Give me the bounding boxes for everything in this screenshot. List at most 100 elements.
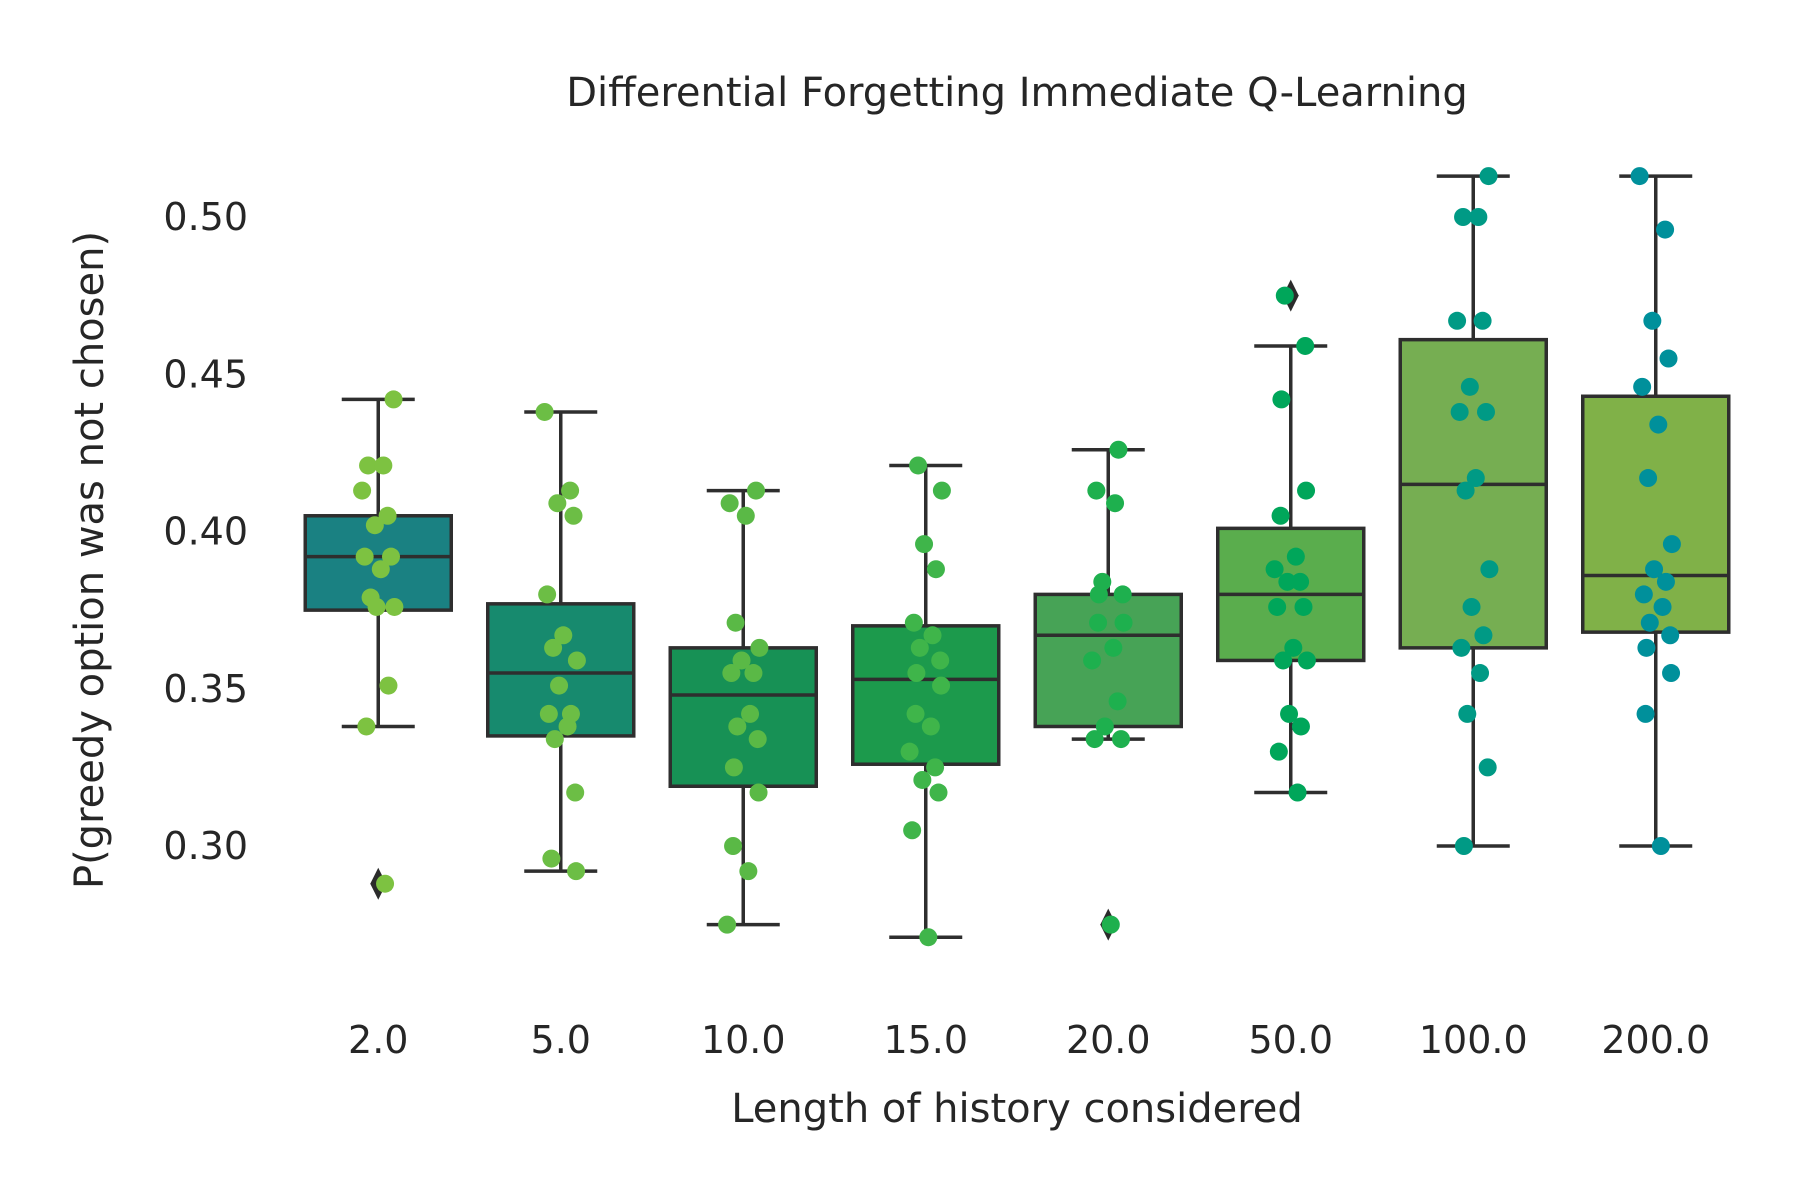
data-point [1649,416,1667,434]
data-point [546,730,564,748]
data-point [1637,705,1655,723]
data-point [1272,390,1290,408]
data-point [924,626,942,644]
data-point [913,771,931,789]
boxes-layer [305,176,1729,941]
data-point [1643,312,1661,330]
x-axis-label: Length of history considered [731,1086,1303,1132]
data-point [1661,626,1679,644]
data-point [1112,730,1130,748]
data-point [1278,573,1296,591]
box-group [1583,176,1729,846]
data-point [1474,312,1492,330]
data-point [1657,573,1675,591]
x-tick-label: 15.0 [883,1018,968,1062]
data-point [1474,626,1492,644]
box-group [1035,450,1181,941]
data-point [1083,651,1101,669]
data-point [1086,730,1104,748]
data-point [727,614,745,632]
data-point [932,677,950,695]
x-tick-label: 20.0 [1066,1018,1151,1062]
data-point [1287,548,1305,566]
data-point [374,456,392,474]
data-point [1663,535,1681,553]
data-point [1637,639,1655,657]
x-tick-labels: 2.0 5.0 10.0 15.0 20.0 50.0 100.0 200.0 [348,1018,1710,1062]
data-point [907,664,925,682]
data-point [1635,585,1653,603]
data-point [725,758,743,776]
x-tick-label: 5.0 [531,1018,591,1062]
data-point [909,456,927,474]
data-point [1455,837,1473,855]
data-point [1090,585,1108,603]
data-point [548,494,566,512]
data-point [356,548,374,566]
data-point [1461,378,1479,396]
data-point [379,677,397,695]
data-point [737,507,755,525]
data-point [1480,560,1498,578]
data-point [372,560,390,578]
data-point [919,928,937,946]
y-tick-label: 0.45 [163,352,248,396]
data-point [1479,758,1497,776]
data-point [568,651,586,669]
data-point [905,614,923,632]
data-point [1266,560,1284,578]
data-point [1633,378,1651,396]
data-point [728,717,746,735]
data-point [359,456,377,474]
y-tick-labels: 0.30 0.35 0.40 0.45 0.50 [163,195,248,868]
data-point [1662,664,1680,682]
data-point [1295,598,1313,616]
box-group [305,399,451,899]
x-tick-label: 2.0 [348,1018,408,1062]
data-point [930,784,948,802]
data-point [1276,287,1294,305]
data-point [721,494,739,512]
data-point [1089,614,1107,632]
data-point [561,482,579,500]
data-point [915,535,933,553]
x-tick-label: 10.0 [701,1018,786,1062]
data-point [1656,221,1674,239]
x-tick-label: 50.0 [1248,1018,1333,1062]
data-point [550,677,568,695]
data-point [536,403,554,421]
data-point [1115,614,1133,632]
data-point [1639,469,1657,487]
data-point [1289,784,1307,802]
x-tick-label: 100.0 [1419,1018,1528,1062]
data-point [565,507,583,525]
data-point [1451,403,1469,421]
data-point [1480,167,1498,185]
data-point [567,862,585,880]
data-point [542,850,560,868]
data-point [1274,651,1292,669]
data-point [722,664,740,682]
data-point [1272,507,1290,525]
data-point [1477,403,1495,421]
data-point [385,390,403,408]
data-point [739,862,757,880]
y-axis-label: P(greedy option was not chosen) [67,231,113,889]
data-point [931,651,949,669]
data-point [1471,664,1489,682]
x-tick-label: 200.0 [1601,1018,1710,1062]
data-point [1292,717,1310,735]
data-point [357,717,375,735]
data-point [926,758,944,776]
data-point [1458,705,1476,723]
data-point [1469,208,1487,226]
data-point [1452,639,1470,657]
data-point [1457,482,1475,500]
data-point [1104,639,1122,657]
data-point [1641,614,1659,632]
data-point [1268,598,1286,616]
data-point [1296,337,1314,355]
chart-title: Differential Forgetting Immediate Q-Lear… [566,70,1468,116]
data-point [750,784,768,802]
